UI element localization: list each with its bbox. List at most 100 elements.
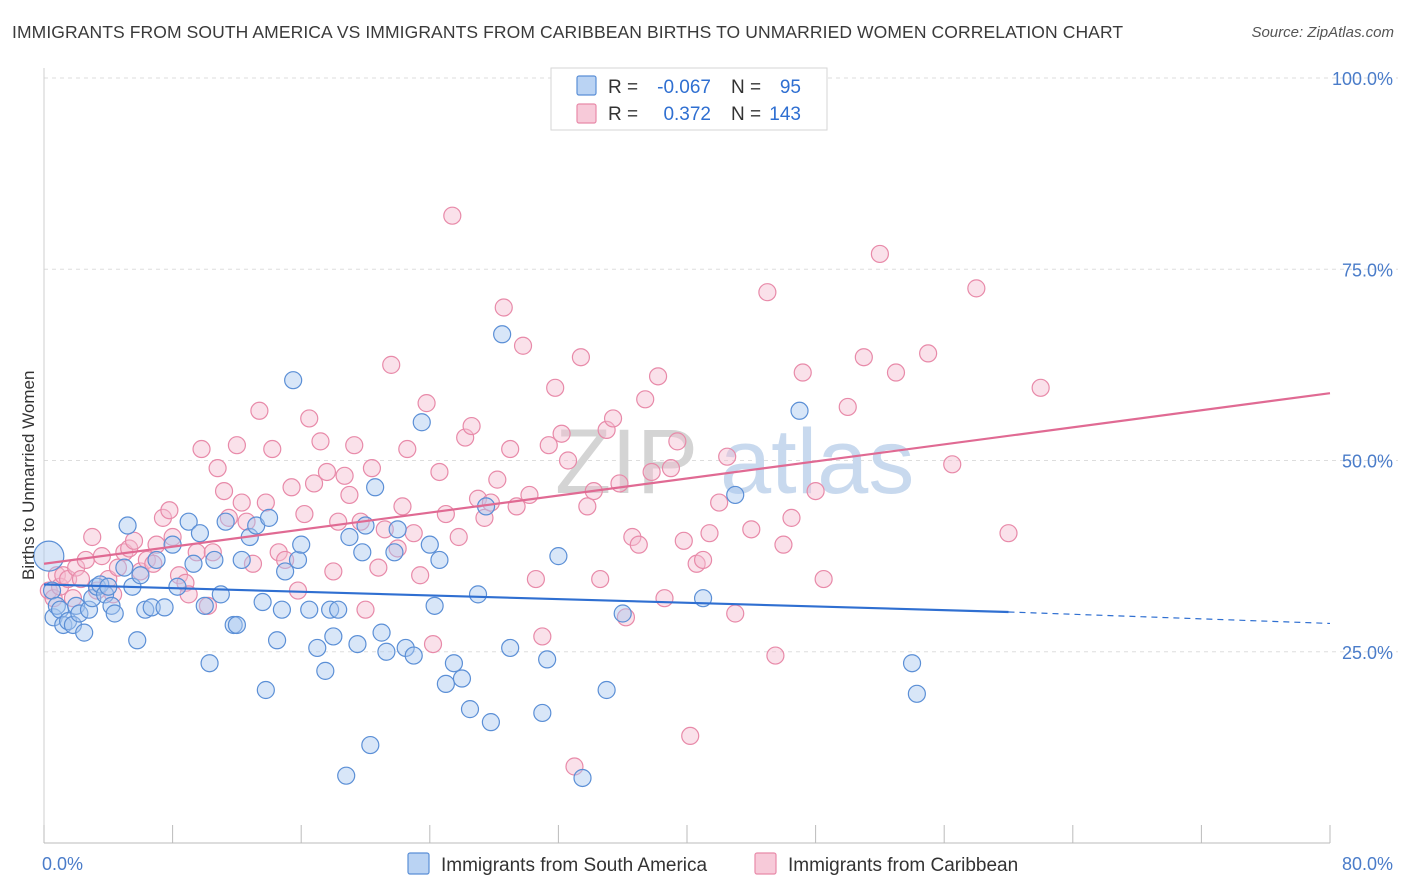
data-point-caribbean bbox=[83, 527, 102, 547]
data-point-caribbean bbox=[533, 627, 552, 646]
data-point-south-america bbox=[430, 550, 449, 570]
data-point-south-america bbox=[259, 508, 279, 527]
x-tick-label: 80.0% bbox=[1342, 854, 1393, 874]
data-point-caribbean bbox=[782, 508, 801, 527]
data-point-caribbean bbox=[501, 439, 520, 459]
data-point-caribbean bbox=[967, 279, 986, 298]
data-point-caribbean bbox=[449, 527, 468, 547]
data-point-caribbean bbox=[513, 336, 533, 355]
data-point-caribbean bbox=[324, 562, 343, 581]
series-legend-label-pink: Immigrants from Caribbean bbox=[788, 855, 1018, 876]
data-point-caribbean bbox=[317, 462, 337, 482]
x-tick-labels: 0.0% 80.0% bbox=[42, 854, 1393, 874]
data-point-caribbean bbox=[462, 416, 481, 436]
data-point-caribbean bbox=[814, 569, 833, 589]
data-point-caribbean bbox=[203, 543, 222, 562]
data-point-caribbean bbox=[591, 569, 610, 589]
data-point-caribbean bbox=[243, 554, 263, 573]
stats-legend: R = -0.067 N = 95 R = 0.372 N = 143 bbox=[550, 67, 828, 131]
data-point-caribbean bbox=[539, 436, 558, 455]
data-point-caribbean bbox=[345, 436, 364, 455]
data-point-south-america bbox=[790, 401, 809, 420]
data-point-caribbean bbox=[411, 566, 430, 585]
data-point-south-america bbox=[533, 703, 552, 723]
data-point-caribbean bbox=[726, 604, 745, 623]
data-point-south-america bbox=[501, 638, 520, 658]
data-point-caribbean bbox=[674, 531, 693, 550]
data-point-south-america bbox=[163, 535, 182, 554]
data-point-south-america bbox=[481, 713, 500, 732]
y-tick-label: 100.0% bbox=[1332, 69, 1393, 89]
data-point-south-america bbox=[412, 413, 431, 432]
data-point-caribbean bbox=[232, 493, 251, 512]
data-point-south-america bbox=[348, 634, 367, 654]
data-point-caribbean bbox=[300, 409, 319, 428]
data-point-caribbean bbox=[475, 508, 494, 527]
data-point-south-america bbox=[105, 604, 124, 623]
legend-r-label-2: R = bbox=[608, 104, 638, 125]
data-point-caribbean bbox=[693, 550, 713, 570]
data-point-caribbean bbox=[108, 558, 128, 577]
data-point-caribbean bbox=[214, 482, 234, 501]
data-point-caribbean bbox=[250, 401, 269, 420]
data-point-caribbean bbox=[263, 439, 282, 459]
data-point-caribbean bbox=[661, 459, 681, 478]
data-point-south-america bbox=[70, 604, 89, 623]
data-point-south-america bbox=[316, 661, 335, 680]
data-point-south-america bbox=[907, 684, 926, 703]
data-point-south-america bbox=[361, 735, 380, 755]
data-point-south-america bbox=[184, 554, 203, 573]
data-point-caribbean bbox=[375, 520, 394, 539]
data-point-south-america bbox=[179, 512, 198, 531]
data-point-south-america bbox=[284, 371, 303, 390]
data-point-caribbean bbox=[526, 569, 545, 589]
data-point-south-america bbox=[292, 535, 311, 554]
data-point-south-america bbox=[256, 680, 275, 700]
watermark-zip: ZIP bbox=[555, 411, 698, 513]
data-point-caribbean bbox=[655, 589, 674, 608]
data-point-caribbean bbox=[311, 432, 330, 451]
data-point-caribbean bbox=[999, 524, 1018, 543]
data-point-south-america bbox=[340, 527, 359, 547]
data-point-caribbean bbox=[718, 447, 737, 466]
trend-line-south-america-extension bbox=[1008, 611, 1331, 625]
legend-r-value-1: -0.067 bbox=[657, 77, 711, 98]
data-point-south-america bbox=[613, 604, 632, 623]
data-point-caribbean bbox=[430, 462, 449, 482]
data-point-south-america bbox=[388, 520, 407, 539]
data-point-south-america bbox=[902, 654, 922, 673]
data-point-south-america bbox=[573, 768, 592, 788]
data-point-south-america bbox=[75, 623, 94, 642]
data-point-south-america bbox=[272, 600, 292, 619]
data-point-caribbean bbox=[838, 397, 857, 417]
data-point-south-america bbox=[288, 550, 308, 570]
data-point-south-america bbox=[425, 596, 444, 615]
data-point-south-america bbox=[329, 600, 348, 619]
data-point-south-america bbox=[142, 598, 161, 617]
data-point-caribbean bbox=[681, 726, 700, 746]
source-label: Source: ZipAtlas.com bbox=[1251, 24, 1394, 41]
data-point-caribbean bbox=[443, 206, 462, 225]
stats-legend-box bbox=[550, 67, 828, 131]
data-point-south-america bbox=[276, 562, 295, 581]
data-point-caribbean bbox=[854, 348, 873, 367]
data-point-caribbean bbox=[610, 474, 629, 493]
y-tick-label: 25.0% bbox=[1342, 643, 1393, 663]
data-point-south-america bbox=[168, 577, 187, 596]
data-point-south-america bbox=[205, 550, 224, 570]
y-tick-labels: 25.0% 50.0% 75.0% 100.0% bbox=[1332, 69, 1393, 663]
data-point-caribbean bbox=[335, 466, 354, 485]
data-point-south-america bbox=[538, 650, 557, 669]
data-point-caribbean bbox=[774, 535, 793, 554]
series-legend-swatch-blue bbox=[407, 852, 430, 875]
data-point-caribbean bbox=[943, 455, 962, 474]
data-point-caribbean bbox=[304, 474, 324, 493]
data-point-south-america bbox=[493, 325, 512, 344]
data-point-south-america bbox=[232, 550, 251, 570]
data-point-caribbean bbox=[282, 478, 301, 497]
y-tick-label: 50.0% bbox=[1342, 452, 1393, 472]
data-point-caribbean bbox=[404, 524, 423, 543]
data-point-caribbean bbox=[329, 512, 348, 531]
series-legend: Immigrants from South America Immigrants… bbox=[407, 852, 1018, 876]
